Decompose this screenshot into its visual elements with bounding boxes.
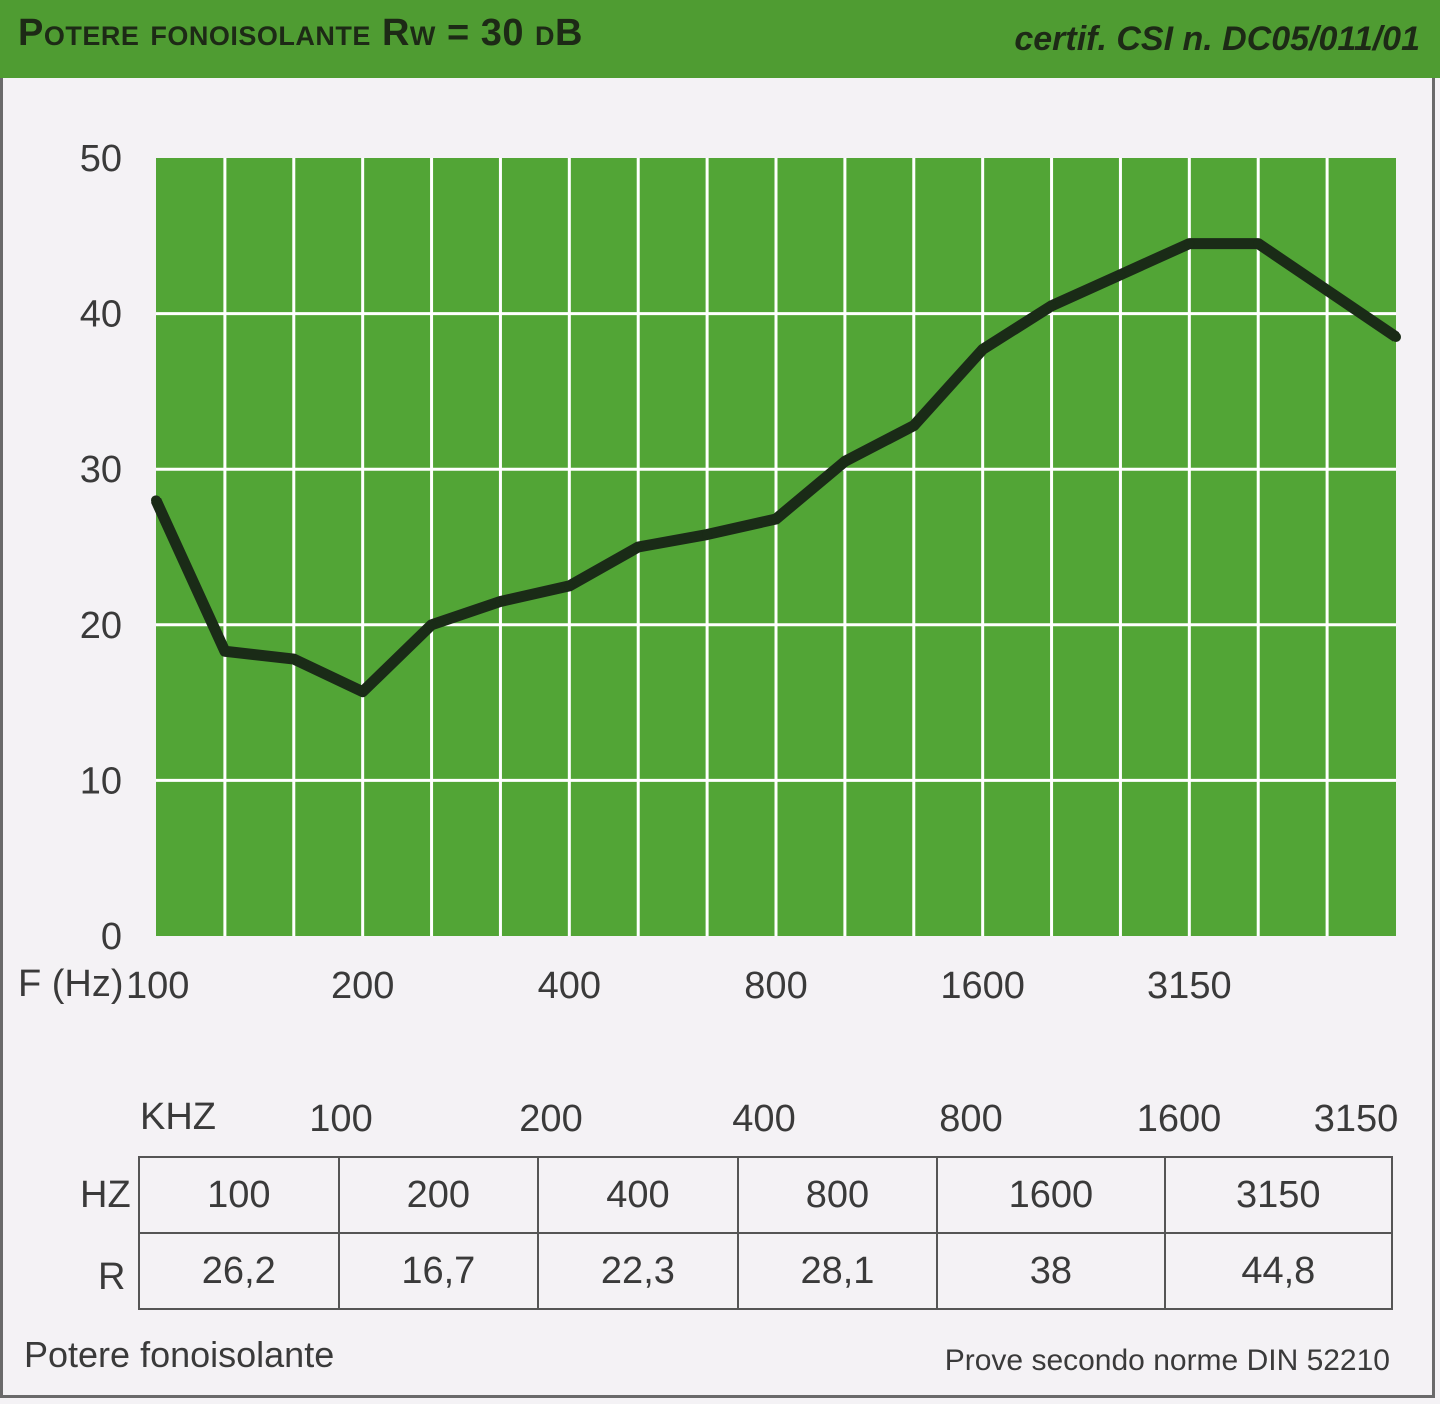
data-point	[633, 542, 644, 552]
table-cell-hz: 3150	[1163, 1156, 1394, 1234]
values-table: 100 200 400 800 1600 3150 26,2 16,7 22,3…	[138, 1156, 1394, 1310]
x-tick-label: 800	[744, 965, 807, 1007]
data-point	[288, 654, 299, 665]
y-tick-label: 0	[101, 916, 122, 958]
header-bar: Potere fonoisolante Rw = 30 dB certif. C…	[0, 0, 1440, 78]
table-cell-r: 28,1	[736, 1232, 939, 1310]
table-cell-r: 38	[936, 1232, 1166, 1310]
data-point	[1046, 300, 1057, 311]
series-line	[150, 238, 1400, 698]
khz-value: 1600	[1136, 1098, 1222, 1140]
table-cell-r: 44,8	[1163, 1232, 1394, 1310]
table-cell-r: 16,7	[337, 1232, 540, 1310]
data-point	[1115, 269, 1126, 280]
y-tick-label: 50	[80, 138, 122, 180]
y-tick-label: 20	[80, 605, 122, 647]
x-tick-label: 1600	[940, 965, 1025, 1007]
data-point	[495, 596, 506, 607]
khz-value: 100	[309, 1098, 373, 1140]
y-tick-label: 40	[80, 294, 122, 336]
data-point	[357, 686, 368, 697]
x-tick-label: 400	[538, 965, 601, 1007]
table-row-hz: 100 200 400 800 1600 3150	[138, 1156, 1394, 1234]
table-cell-hz: 200	[337, 1156, 540, 1234]
data-point	[426, 619, 437, 630]
data-point	[908, 420, 919, 431]
khz-label: KHZ	[140, 1096, 216, 1138]
hz-label: HZ	[80, 1174, 131, 1216]
certificate-number: certif. CSI n. DC05/011/01	[1014, 20, 1420, 58]
data-point	[771, 513, 781, 524]
data-point	[1391, 331, 1401, 342]
data-point	[1184, 238, 1195, 249]
table-cell-r: 22,3	[537, 1232, 739, 1310]
khz-value: 3150	[1313, 1098, 1399, 1140]
table-row-r: 26,2 16,7 22,3 28,1 38 44,8	[138, 1232, 1394, 1310]
test-standard-note: Prove secondo norme DIN 52210	[944, 1344, 1390, 1377]
table-cell-hz: 800	[736, 1156, 939, 1234]
khz-value: 800	[939, 1098, 1003, 1140]
khz-value: 200	[519, 1098, 583, 1140]
data-point	[151, 495, 161, 506]
data-point	[564, 580, 575, 591]
table-cell-hz: 100	[138, 1156, 340, 1234]
y-tick-label: 30	[80, 449, 122, 491]
data-point	[1253, 238, 1264, 249]
header-title: Potere fonoisolante Rw = 30 dB	[18, 12, 583, 54]
r-label: R	[98, 1256, 126, 1298]
x-tick-label: 200	[331, 965, 394, 1007]
data-point	[219, 646, 230, 657]
x-tick-label: 100	[126, 965, 189, 1007]
table-cell-hz: 1600	[936, 1156, 1166, 1234]
x-tick-label: 3150	[1147, 965, 1232, 1007]
khz-value: 400	[732, 1098, 796, 1140]
y-tick-label: 10	[80, 760, 122, 802]
data-point	[839, 456, 850, 467]
data-point	[977, 344, 988, 355]
data-point	[702, 529, 713, 540]
x-axis-label: F (Hz)	[18, 963, 124, 1005]
table-cell-hz: 400	[537, 1156, 739, 1234]
footer-caption: Potere fonoisolante	[24, 1334, 335, 1375]
sound-insulation-chart: 0 10 20 30 40 50 F (Hz) 100 200 400 800 1600 3150	[18, 138, 1401, 1007]
frame-left-border	[0, 78, 3, 1398]
table-cell-r: 26,2	[138, 1232, 340, 1310]
